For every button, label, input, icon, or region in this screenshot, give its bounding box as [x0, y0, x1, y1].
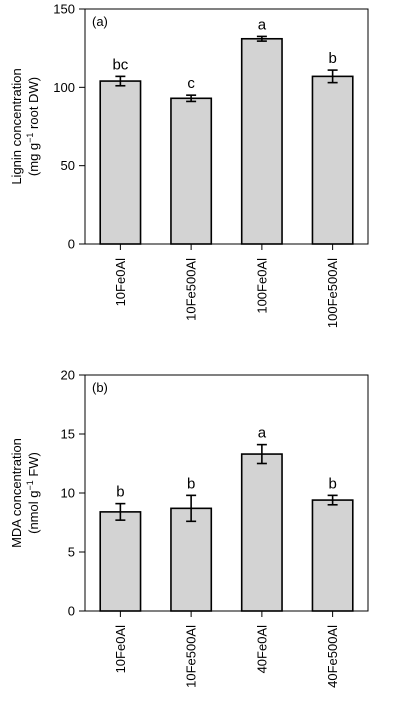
y-tick-label: 0 [68, 237, 75, 252]
bar-10Fe500Al [170, 97, 213, 245]
category-label: 40Fe500Al [325, 625, 340, 688]
y-axis-title-line1: Lignin concentration [9, 68, 24, 184]
y-axis-title-prefix: (mg g [26, 143, 41, 176]
y-tick-label: 0 [68, 604, 75, 619]
bar-10Fe0Al [99, 80, 142, 245]
plot-frame [84, 8, 369, 245]
y-axis-title-superscript: −1 [25, 480, 35, 490]
significance-letter: a [258, 16, 267, 33]
y-axis-title-line2: (mg g−1 root DW) [25, 77, 41, 176]
bar-100Fe500Al [311, 75, 354, 245]
bar-40Fe500Al [311, 499, 354, 612]
category-label: 100Fe0Al [254, 258, 269, 314]
panel-label: (a) [92, 14, 108, 29]
y-tick-label: 100 [53, 80, 75, 95]
y-axis-title-prefix: (nmol g [26, 491, 41, 534]
y-axis-title-line2: (nmol g−1 FW) [25, 452, 41, 534]
y-tick-label: 20 [61, 368, 75, 383]
category-label: 40Fe0Al [254, 625, 269, 674]
category-label: 10Fe0Al [113, 258, 128, 307]
y-axis-title-suffix: root DW) [26, 77, 41, 133]
bar-100Fe0Al [240, 37, 283, 245]
y-tick-label: 50 [61, 158, 75, 173]
significance-letter: a [258, 425, 267, 442]
significance-letter: b [328, 50, 336, 67]
panel-label: (b) [92, 380, 108, 395]
bar-40Fe0Al [240, 453, 283, 612]
significance-letter: b [116, 484, 124, 501]
category-label: 10Fe0Al [113, 625, 128, 674]
category-label: 100Fe500Al [325, 258, 340, 328]
y-tick-label: 150 [53, 2, 75, 17]
panel-a: 0 50 100 150 bc 10Fe0Al c 10Fe500Al a 100Fe0Al b 10… [9, 2, 369, 328]
significance-letter: b [187, 475, 195, 492]
y-tick-label: 10 [61, 486, 75, 501]
significance-letter: c [187, 75, 195, 92]
y-axis-title-line1: MDA concentration [9, 438, 24, 548]
y-axis-title-superscript: −1 [25, 133, 35, 143]
bar-10Fe500Al [170, 507, 213, 612]
category-label: 10Fe500Al [184, 625, 199, 688]
significance-letter: bc [112, 56, 128, 73]
category-label: 10Fe500Al [184, 258, 199, 321]
panel-b: 0 5 10 15 20 b 10Fe0Al b 10Fe500Al a 40Fe0Al b 40Fe5… [9, 368, 369, 688]
significance-letter: b [328, 475, 336, 492]
y-axis-title-suffix: FW) [26, 452, 41, 480]
y-tick-label: 5 [68, 545, 75, 560]
y-tick-label: 15 [61, 427, 75, 442]
bar-10Fe0Al [99, 511, 142, 612]
